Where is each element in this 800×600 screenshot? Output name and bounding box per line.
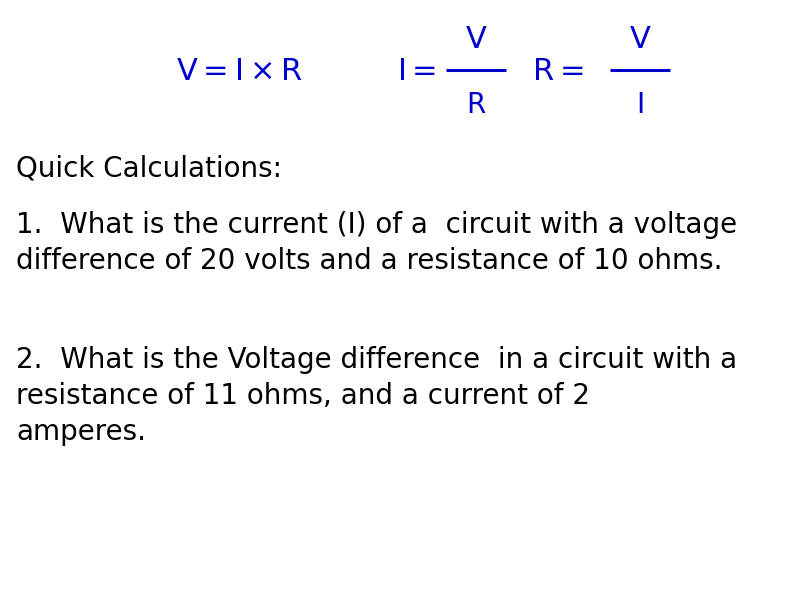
Text: $\mathsf{I}$: $\mathsf{I}$ [636,91,644,119]
Text: 2.  What is the Voltage difference  in a circuit with a: 2. What is the Voltage difference in a c… [16,346,737,374]
Text: amperes.: amperes. [16,418,146,446]
Text: $\mathsf{R}$: $\mathsf{R}$ [466,91,486,119]
Text: $\mathsf{R =}$: $\mathsf{R =}$ [533,58,584,86]
Text: Quick Calculations:: Quick Calculations: [16,154,282,182]
Text: difference of 20 volts and a resistance of 10 ohms.: difference of 20 volts and a resistance … [16,247,722,275]
Text: resistance of 11 ohms, and a current of 2: resistance of 11 ohms, and a current of … [16,382,590,410]
Text: $\mathsf{V}$: $\mathsf{V}$ [629,25,651,53]
Text: $\mathsf{I =}$: $\mathsf{I =}$ [397,58,436,86]
Text: $\mathsf{V}$: $\mathsf{V}$ [465,25,487,53]
Text: 1.  What is the current (I) of a  circuit with a voltage: 1. What is the current (I) of a circuit … [16,211,737,239]
Text: $\mathsf{V = I \times R}$: $\mathsf{V = I \times R}$ [177,58,303,86]
